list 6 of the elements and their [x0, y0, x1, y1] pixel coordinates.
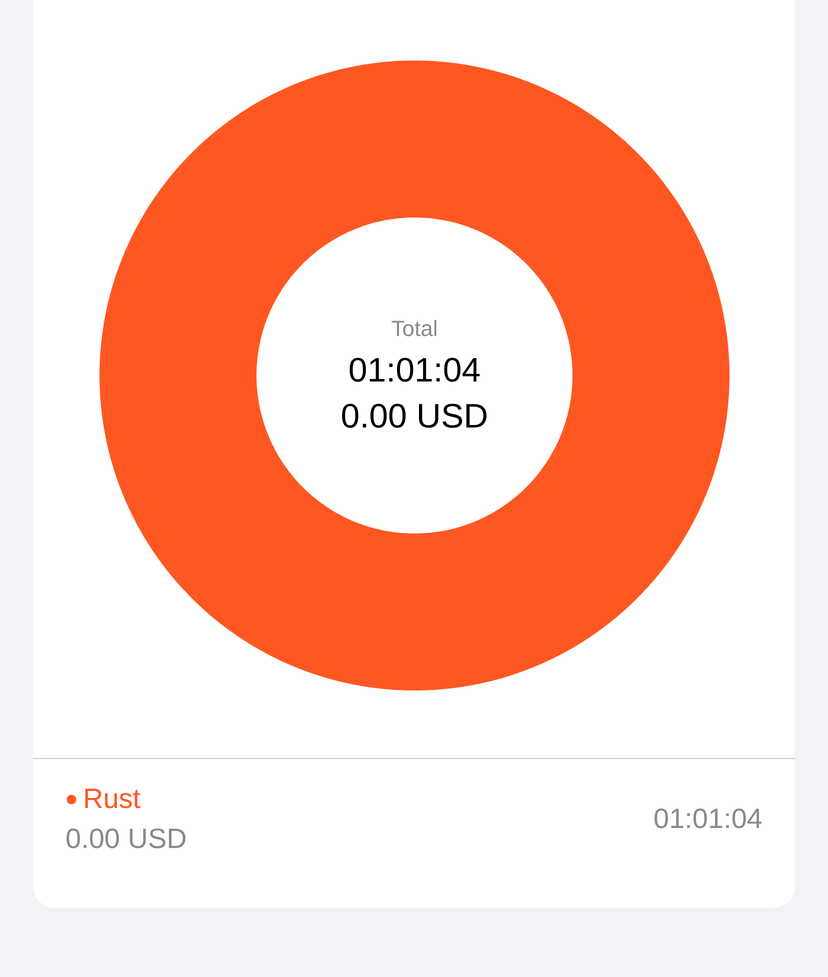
text: Total [391, 316, 438, 341]
text: 01:01:04 [654, 803, 763, 834]
text: 01:01:04 [348, 352, 481, 390]
text: 0.00 USD [340, 398, 488, 436]
text: 0.00 USD [66, 823, 187, 854]
legend-label: Rust [83, 783, 141, 815]
